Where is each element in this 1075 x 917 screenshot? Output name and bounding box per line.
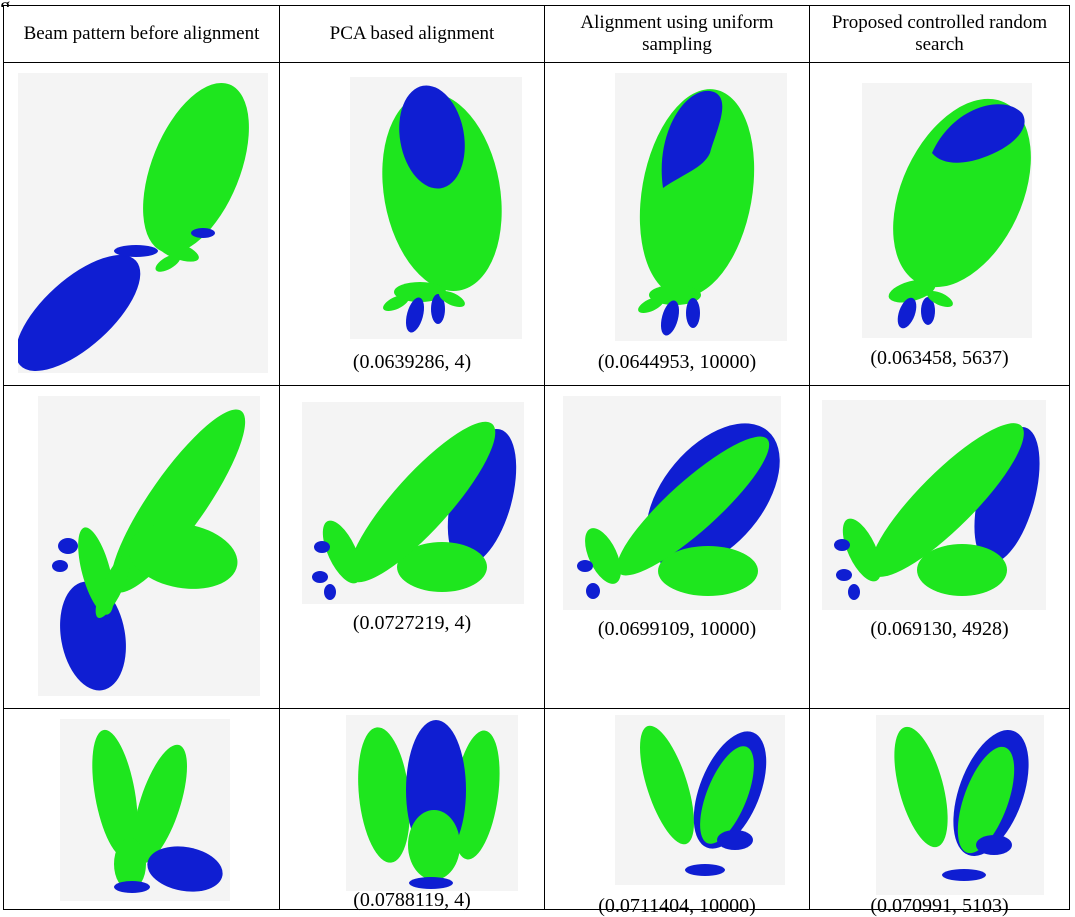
header-before-alignment: Beam pattern before alignment <box>3 5 280 63</box>
rmse-iterations-caption: (0.069130, 4928) <box>870 618 1009 640</box>
beam-pattern-image <box>18 73 268 373</box>
header-pca-alignment: PCA based alignment <box>279 5 545 63</box>
beam-pattern-image <box>876 715 1044 895</box>
cell-r1-before <box>3 62 280 386</box>
beam-pattern-image <box>822 400 1046 610</box>
beam-pattern-image <box>350 77 522 339</box>
rmse-iterations-caption: (0.0639286, 4) <box>352 351 472 373</box>
cell-r3-pca: (0.0788119, 4) <box>279 708 545 911</box>
beam-pattern-image <box>60 719 230 901</box>
rmse-iterations-caption: (0.0788119, 4) <box>353 889 471 911</box>
cell-r3-uniform: (0.0711404, 10000) <box>544 708 810 917</box>
cell-r2-uniform: (0.0699109, 10000) <box>544 385 810 709</box>
cell-r3-proposed: (0.070991, 5103) <box>809 708 1070 917</box>
header-uniform-sampling: Alignment using uniform sampling <box>544 5 810 63</box>
cell-r1-pca: (0.0639286, 4) <box>279 62 545 386</box>
cell-r1-proposed: (0.063458, 5637) <box>809 62 1070 386</box>
cell-r1-uniform: (0.0644953, 10000) <box>544 62 810 386</box>
cell-r2-pca: (0.0727219, 4) <box>279 385 545 709</box>
rmse-iterations-caption: (0.063458, 5637) <box>870 347 1009 369</box>
rmse-iterations-caption: (0.0727219, 4) <box>352 612 472 634</box>
beam-pattern-image <box>38 396 260 696</box>
beam-pattern-image <box>302 402 524 604</box>
beam-pattern-image <box>563 396 781 610</box>
rmse-iterations-caption: (0.0699109, 10000) <box>597 618 757 640</box>
header-controlled-random-search: Proposed controlled random search <box>809 5 1070 63</box>
figure-label-fragment: g <box>0 0 11 7</box>
cell-r3-before <box>3 708 280 910</box>
cell-r2-proposed: (0.069130, 4928) <box>809 385 1070 709</box>
beam-pattern-image <box>615 715 785 885</box>
beam-pattern-image <box>862 83 1032 338</box>
beam-pattern-image <box>346 715 518 891</box>
rmse-iterations-caption: (0.0644953, 10000) <box>597 351 757 373</box>
rmse-iterations-caption: (0.070991, 5103) <box>870 895 1009 917</box>
rmse-iterations-caption: (0.0711404, 10000) <box>598 895 756 917</box>
beam-pattern-image <box>615 73 787 341</box>
cell-r2-before <box>3 385 280 709</box>
beam-pattern-figure-table: Beam pattern before alignment PCA based … <box>3 5 1070 917</box>
